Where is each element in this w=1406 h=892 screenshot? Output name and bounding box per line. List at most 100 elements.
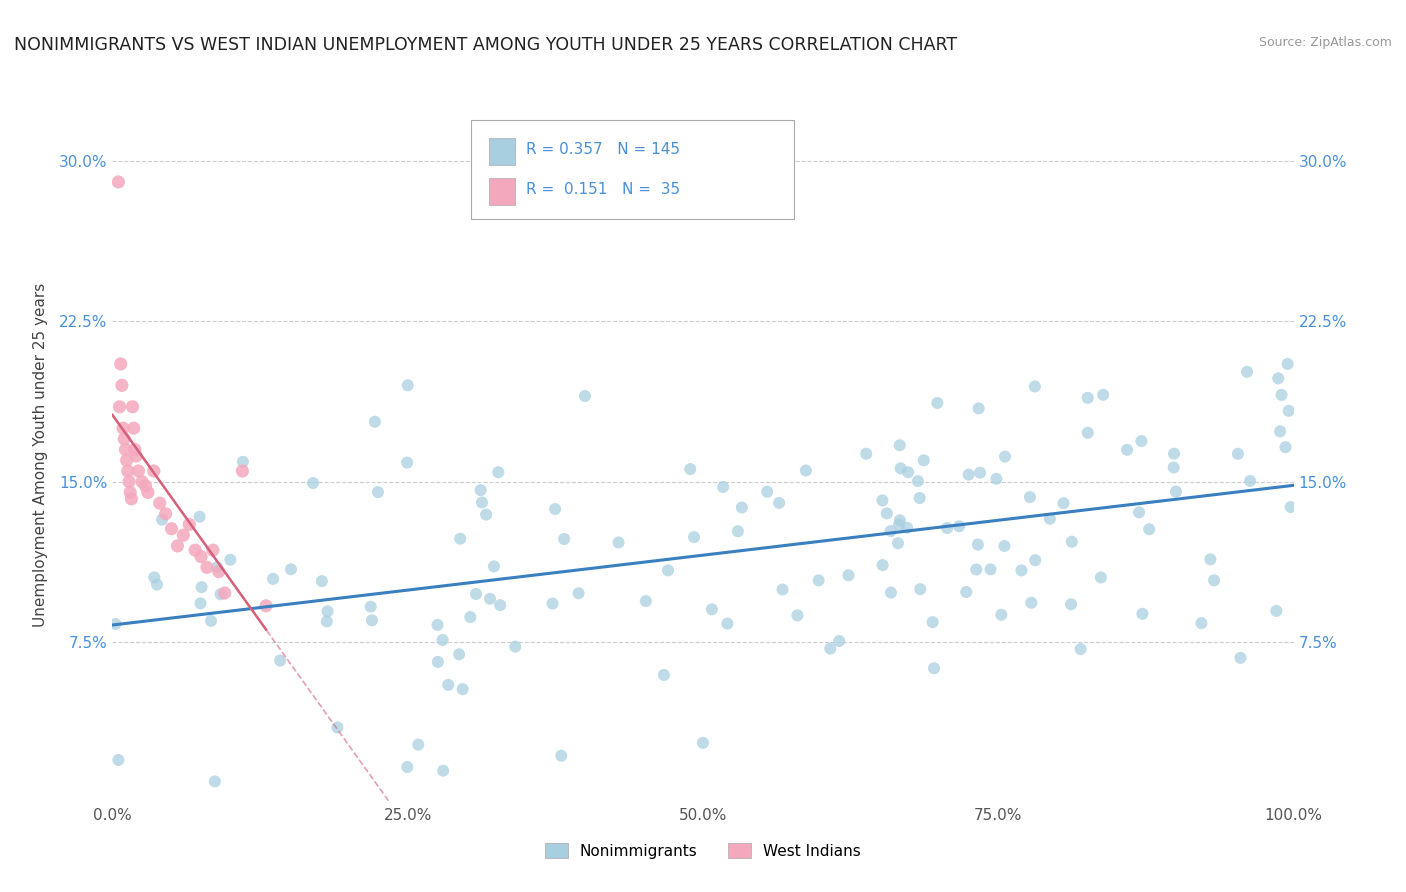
Nonimmigrants [396,760,419,774]
Nonimmigrants [205,560,228,574]
Nonimmigrants [652,668,675,682]
West Indians [195,560,218,574]
Nonimmigrants [574,389,596,403]
Nonimmigrants [967,537,990,551]
Nonimmigrants [364,415,387,429]
Nonimmigrants [889,438,911,452]
Nonimmigrants [948,519,970,533]
Nonimmigrants [994,450,1017,464]
Legend: Nonimmigrants, West Indians: Nonimmigrants, West Indians [538,837,868,864]
West Indians [124,442,146,457]
Nonimmigrants [475,508,498,522]
West Indians [108,400,131,414]
Nonimmigrants [1202,574,1225,588]
West Indians [160,522,183,536]
Nonimmigrants [607,535,630,549]
Nonimmigrants [955,585,977,599]
Nonimmigrants [1279,500,1302,514]
West Indians [122,421,145,435]
Nonimmigrants [1130,434,1153,449]
Nonimmigrants [315,615,337,629]
Nonimmigrants [979,562,1001,576]
Nonimmigrants [1274,440,1296,454]
Nonimmigrants [1128,505,1150,519]
West Indians [231,464,253,478]
Nonimmigrants [807,574,830,588]
Nonimmigrants [683,530,706,544]
Nonimmigrants [302,476,325,491]
Nonimmigrants [828,634,851,648]
West Indians [120,491,142,506]
Nonimmigrants [465,587,488,601]
Nonimmigrants [326,721,349,735]
Nonimmigrants [927,396,949,410]
West Indians [179,517,201,532]
Nonimmigrants [190,580,212,594]
Nonimmigrants [458,610,481,624]
Nonimmigrants [910,582,932,596]
Nonimmigrants [553,532,575,546]
Nonimmigrants [879,524,901,538]
West Indians [131,475,153,489]
Nonimmigrants [890,461,912,475]
Nonimmigrants [1070,642,1092,657]
West Indians [117,464,139,478]
Nonimmigrants [965,562,987,576]
Nonimmigrants [657,563,679,577]
Nonimmigrants [768,496,790,510]
Nonimmigrants [188,509,211,524]
Nonimmigrants [316,604,339,618]
Nonimmigrants [280,562,302,576]
West Indians [112,432,135,446]
Nonimmigrants [855,447,877,461]
Nonimmigrants [544,502,567,516]
Nonimmigrants [1278,404,1301,418]
Nonimmigrants [1060,534,1083,549]
Nonimmigrants [406,738,429,752]
Nonimmigrants [700,602,723,616]
Nonimmigrants [104,617,127,632]
Nonimmigrants [311,574,333,589]
Nonimmigrants [786,608,808,623]
Nonimmigrants [449,648,471,662]
Nonimmigrants [837,568,859,582]
Text: NONIMMIGRANTS VS WEST INDIAN UNEMPLOYMENT AMONG YOUTH UNDER 25 YEARS CORRELATION: NONIMMIGRANTS VS WEST INDIAN UNEMPLOYMEN… [14,36,957,54]
Nonimmigrants [426,655,449,669]
West Indians [107,175,129,189]
Nonimmigrants [1199,552,1222,566]
Nonimmigrants [451,682,474,697]
West Indians [120,485,142,500]
Nonimmigrants [360,599,382,614]
Nonimmigrants [471,495,494,509]
Nonimmigrants [692,736,714,750]
Nonimmigrants [969,466,991,480]
Nonimmigrants [432,764,454,778]
Nonimmigrants [1092,388,1115,402]
West Indians [115,453,138,467]
Text: R = 0.357   N = 145: R = 0.357 N = 145 [526,143,681,157]
Nonimmigrants [470,483,492,497]
Nonimmigrants [908,491,931,505]
Nonimmigrants [437,678,460,692]
Nonimmigrants [872,558,894,573]
Nonimmigrants [1021,596,1043,610]
Nonimmigrants [1189,616,1212,631]
Nonimmigrants [1265,604,1288,618]
West Indians [166,539,188,553]
Nonimmigrants [922,661,945,675]
Nonimmigrants [146,577,169,591]
Nonimmigrants [1019,490,1042,504]
Nonimmigrants [936,521,959,535]
Nonimmigrants [1164,484,1187,499]
Nonimmigrants [716,616,738,631]
Nonimmigrants [432,632,454,647]
Nonimmigrants [478,591,501,606]
Nonimmigrants [1077,391,1099,405]
Nonimmigrants [957,467,980,482]
Nonimmigrants [967,401,990,416]
West Indians [127,464,149,478]
Nonimmigrants [921,615,943,629]
Nonimmigrants [889,513,911,527]
Nonimmigrants [1039,511,1062,525]
Nonimmigrants [880,585,903,599]
